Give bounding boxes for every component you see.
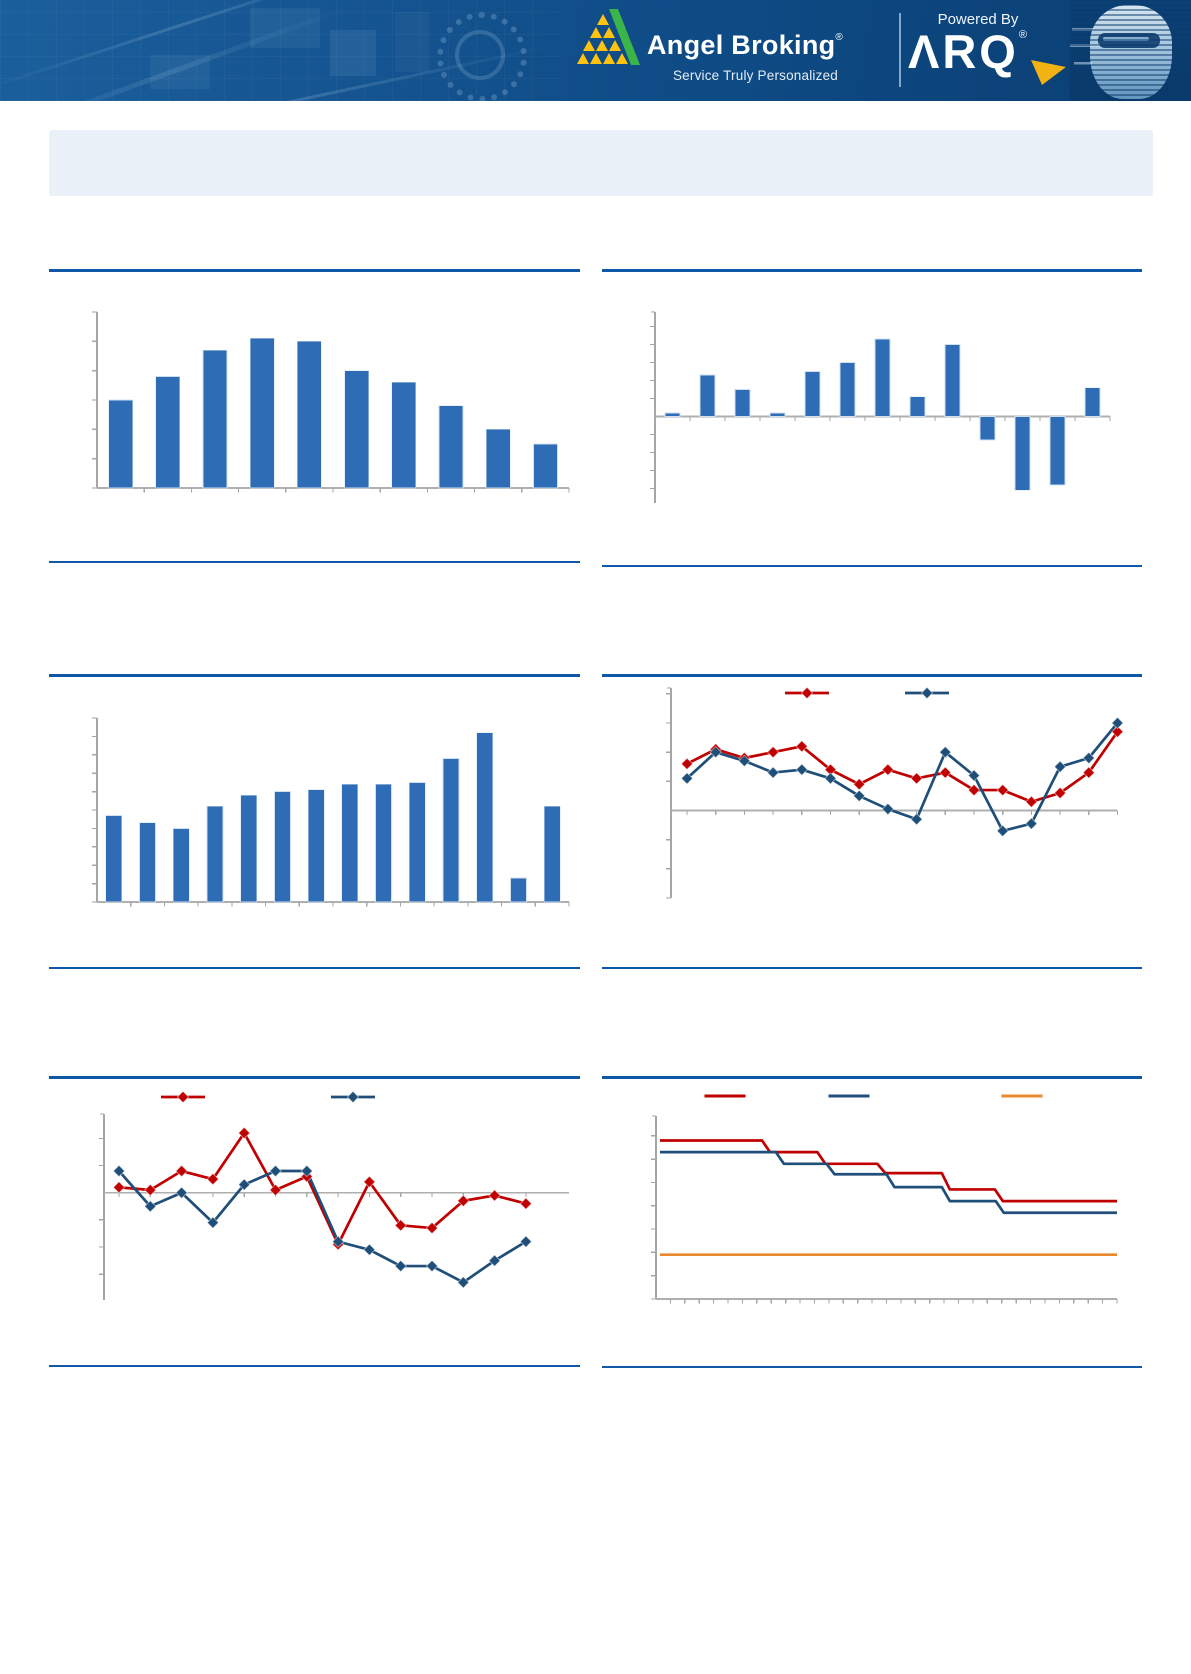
brand-tagline: Service Truly Personalized [672, 68, 838, 83]
header-banner: Angel Broking® Service Truly Personalize… [0, 0, 1191, 101]
exhibit-5-chart [99, 1090, 569, 1300]
exhibit-1-header-rule [49, 269, 580, 272]
exhibit-6-header-rule [602, 1076, 1142, 1079]
exhibit-2-source-rule [602, 565, 1142, 567]
exhibit-3-source-rule [49, 967, 580, 969]
registered-mark: ® [835, 32, 844, 43]
robot-hologram [1070, 0, 1191, 101]
angel-broking-logo [577, 9, 640, 65]
arq-arrow-icon [1031, 60, 1066, 85]
exhibit-4-source-rule [602, 967, 1142, 969]
exhibit-1-chart [92, 311, 570, 493]
arq-logo: ΛRQ® [908, 25, 1027, 78]
exhibit-6-chart [651, 1094, 1118, 1304]
brand-name: Angel Broking® [647, 30, 844, 60]
registered-mark: ® [1018, 29, 1027, 41]
logo-divider [899, 13, 901, 87]
powered-by-label: Powered By [937, 11, 1019, 28]
exhibit-3-chart [92, 717, 570, 907]
exhibit-2-header-rule [602, 269, 1142, 272]
gear-circle-graphic [437, 12, 527, 101]
title-box [49, 130, 1153, 196]
exhibit-3-header-rule [49, 674, 580, 677]
exhibit-4-header-rule [602, 674, 1142, 677]
exhibit-4-chart [666, 686, 1124, 899]
exhibit-2-chart [650, 311, 1111, 503]
exhibit-1-source-rule [49, 561, 580, 563]
exhibit-5-header-rule [49, 1076, 580, 1079]
exhibit-5-source-rule [49, 1365, 580, 1367]
exhibit-6-source-rule [602, 1366, 1142, 1368]
